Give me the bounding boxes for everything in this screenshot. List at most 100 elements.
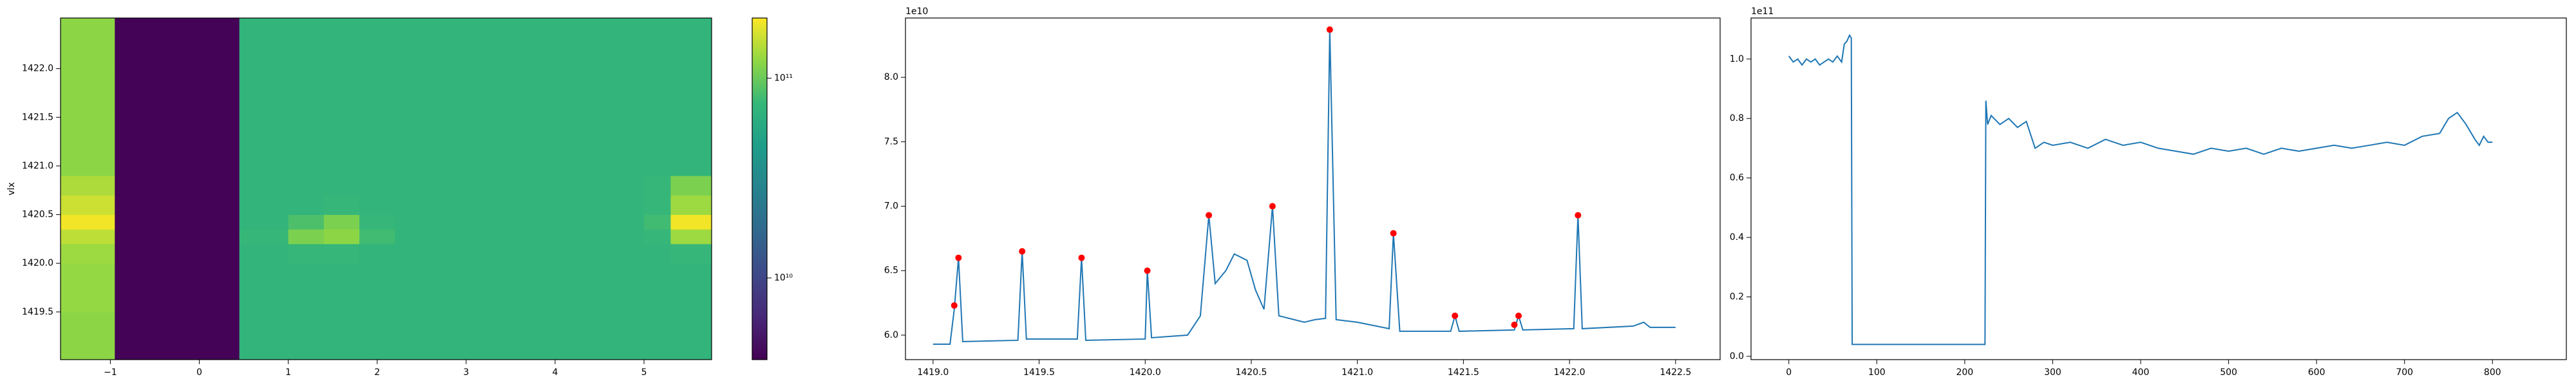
heatmap-cell [466, 117, 556, 176]
y-tick-label: 7.5 [884, 136, 898, 147]
heatmap-cell [670, 263, 712, 313]
x-tick-label: 500 [2220, 367, 2237, 378]
y-tick-label: 7.0 [884, 201, 898, 212]
heatmap-cell [61, 311, 115, 360]
heatmap-cell [288, 214, 325, 230]
heatmap-cell [359, 229, 395, 244]
heatmap-cell [61, 195, 115, 216]
heatmap-cell [61, 176, 115, 196]
heatmap-cell [554, 176, 645, 196]
y-tick-label: 1422.0 [22, 64, 53, 74]
heatmap-cell [288, 263, 325, 313]
heatmap-cell [323, 117, 360, 176]
x-tick-label: 1422.0 [1554, 367, 1586, 378]
y-tick-label: 1421.5 [22, 112, 53, 122]
heatmap-cell [288, 229, 325, 244]
heatmap-cell [323, 243, 360, 264]
heatmap-cell [644, 176, 671, 196]
heatmap-cell [239, 229, 289, 244]
y-tick-label: 0.0 [1730, 351, 1744, 362]
x-tick-label: 1421.0 [1341, 367, 1373, 378]
heatmap-cell [554, 243, 645, 264]
y-tick-label: 0.6 [1730, 173, 1744, 183]
heatmap-cell [670, 18, 712, 69]
heatmap-cell [644, 311, 671, 360]
plot-area [1788, 33, 2493, 345]
heatmap-cell [359, 311, 395, 360]
x-tick-label: 1420.0 [1130, 367, 1161, 378]
y-tick-label: 1.0 [1730, 54, 1744, 64]
heatmap-cell [554, 195, 645, 216]
peak-marker [1515, 312, 1522, 319]
heatmap-cell [670, 243, 712, 264]
peak-marker [1452, 312, 1459, 319]
heatmap-cell [323, 229, 360, 244]
heatmap-cell [288, 195, 325, 216]
heatmap-cell [466, 263, 556, 313]
heatmap-cell [359, 117, 395, 176]
peak-marker [955, 254, 962, 261]
heatmap-cell [395, 263, 467, 313]
x-tick-label: 0 [196, 367, 202, 378]
heatmap-cell [670, 195, 712, 216]
heatmap-cell [466, 68, 556, 118]
heatmap-cell [359, 214, 395, 230]
x-tick-label: 200 [1956, 367, 1973, 378]
heatmap-cell [644, 68, 671, 118]
colorbar-tick-label: 10¹¹ [774, 73, 793, 83]
x-tick-label: 1 [285, 367, 291, 378]
heatmap-cell [554, 68, 645, 118]
colorbar-frame [752, 17, 768, 360]
heatmap-cell [323, 176, 360, 196]
y-axis-label: vlx [6, 182, 17, 195]
heatmap-cell [239, 18, 289, 69]
heatmap-cell [115, 214, 240, 230]
peak-marker [1144, 267, 1151, 274]
heatmap-cell [61, 263, 115, 313]
x-tick-label: 700 [2396, 367, 2413, 378]
heatmap-cell [554, 263, 645, 313]
heatmap-cell [288, 243, 325, 264]
heatmap-cell [239, 195, 289, 216]
heatmap-cell [359, 263, 395, 313]
x-tick-label: 400 [2132, 367, 2150, 378]
peak-marker [1390, 230, 1397, 237]
heatmap-cell [670, 117, 712, 176]
heatmap-cell [239, 68, 289, 118]
peak-marker [1206, 212, 1213, 219]
heatmap-cell [670, 68, 712, 118]
x-tick-label: 1422.5 [1660, 367, 1691, 378]
heatmap-cell [239, 176, 289, 196]
x-tick-label: 300 [2044, 367, 2061, 378]
heatmap-cell [554, 117, 645, 176]
y-tick-label: 1419.5 [22, 307, 53, 317]
x-tick-label: 5 [641, 367, 647, 378]
heatmap-cell [239, 243, 289, 264]
heatmap-cell [466, 229, 556, 244]
x-tick-label: 1419.5 [1023, 367, 1055, 378]
x-tick-label: 1419.0 [917, 367, 949, 378]
x-tick-label: 2 [374, 367, 380, 378]
heatmap-cell [239, 311, 289, 360]
heatmap-cell [359, 18, 395, 69]
heatmap-cell [323, 311, 360, 360]
y-tick-label: 1421.0 [22, 161, 53, 171]
heatmap-cell [115, 18, 240, 69]
heatmap-cell [554, 18, 645, 69]
y-tick-label: 8.0 [884, 72, 898, 82]
y-tick-label: 1420.5 [22, 210, 53, 220]
heatmap-cell [554, 229, 645, 244]
heatmap-cell [644, 263, 671, 313]
heatmap-cell [61, 68, 115, 118]
data-line [933, 30, 1676, 345]
x-tick-label: 600 [2308, 367, 2325, 378]
heatmap-cell [466, 311, 556, 360]
axes-frame [60, 17, 712, 360]
colorbar [752, 18, 767, 360]
y-offset-label: 1e10 [905, 6, 928, 17]
heatmap-cell [115, 68, 240, 118]
heatmap-cell [288, 311, 325, 360]
heatmap-cell [288, 68, 325, 118]
heatmap-cell [61, 18, 115, 69]
heatmap-cell [115, 263, 240, 313]
